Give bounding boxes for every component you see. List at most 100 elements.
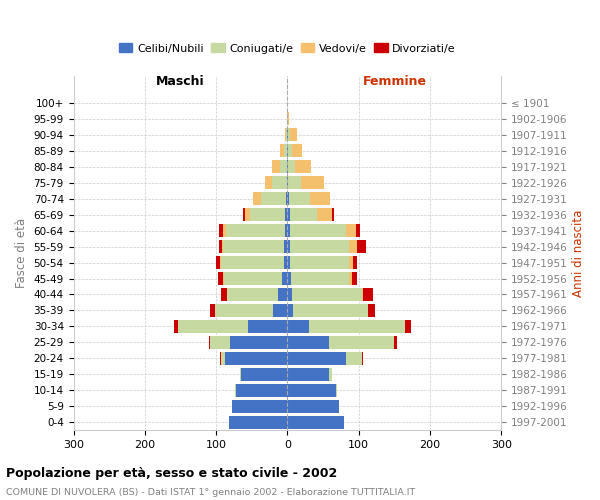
Bar (245, 208, 250, 221)
Bar (310, 192, 330, 205)
Bar (346, 352, 362, 365)
Bar (250, 208, 286, 221)
Bar (284, 240, 287, 253)
Text: Femmine: Femmine (362, 74, 427, 88)
Bar (287, 336, 329, 349)
Bar (287, 368, 329, 381)
Bar (272, 176, 287, 189)
Bar (290, 256, 349, 269)
Bar (288, 160, 295, 173)
Bar (273, 304, 287, 317)
Bar (405, 320, 411, 333)
Bar (287, 384, 336, 397)
Bar (222, 240, 223, 253)
Bar (241, 368, 287, 381)
Bar (288, 144, 292, 158)
Bar (290, 208, 317, 221)
Bar (287, 240, 290, 253)
Bar (248, 320, 287, 333)
Bar (362, 352, 363, 365)
Bar (368, 304, 375, 317)
Bar (284, 128, 286, 141)
Bar (292, 144, 302, 158)
Bar (219, 224, 223, 237)
Text: Maschi: Maschi (156, 74, 205, 88)
Y-axis label: Anni di nascita: Anni di nascita (572, 210, 585, 296)
Bar (287, 112, 289, 126)
Bar (174, 320, 178, 333)
Bar (287, 128, 288, 141)
Bar (363, 288, 373, 301)
Bar (287, 416, 344, 429)
Bar (226, 224, 284, 237)
Bar (317, 208, 332, 221)
Bar (329, 336, 394, 349)
Bar (283, 272, 287, 285)
Bar (293, 304, 368, 317)
Bar (230, 336, 287, 349)
Bar (301, 176, 324, 189)
Bar (352, 272, 356, 285)
Bar (287, 160, 288, 173)
Bar (286, 208, 287, 221)
Bar (211, 304, 215, 317)
Bar (221, 256, 284, 269)
Bar (223, 224, 226, 237)
Bar (220, 352, 221, 365)
Bar (287, 320, 309, 333)
Bar (243, 208, 245, 221)
Bar (353, 256, 358, 269)
Bar (272, 160, 280, 173)
Bar (284, 144, 287, 158)
Bar (216, 256, 220, 269)
Bar (288, 128, 290, 141)
Bar (284, 224, 287, 237)
Bar (220, 256, 221, 269)
Bar (236, 384, 287, 397)
Bar (178, 320, 248, 333)
Bar (286, 192, 287, 205)
Bar (227, 288, 278, 301)
Bar (394, 336, 397, 349)
Bar (349, 272, 352, 285)
Bar (253, 192, 261, 205)
Bar (288, 176, 301, 189)
Bar (232, 400, 287, 413)
Bar (290, 128, 297, 141)
Bar (287, 304, 293, 317)
Bar (215, 304, 273, 317)
Bar (209, 336, 211, 349)
Bar (223, 272, 224, 285)
Bar (292, 288, 362, 301)
Bar (223, 240, 284, 253)
Y-axis label: Fasce di età: Fasce di età (15, 218, 28, 288)
Bar (287, 288, 292, 301)
Bar (287, 272, 291, 285)
Bar (349, 240, 358, 253)
Bar (287, 256, 290, 269)
Bar (287, 224, 290, 237)
Bar (287, 144, 288, 158)
Bar (336, 384, 337, 397)
Bar (346, 224, 356, 237)
Bar (286, 128, 287, 141)
Bar (287, 208, 290, 221)
Bar (362, 288, 363, 301)
Bar (287, 192, 289, 205)
Bar (290, 240, 349, 253)
Bar (358, 240, 366, 253)
Bar (287, 352, 346, 365)
Bar (284, 256, 287, 269)
Bar (280, 144, 284, 158)
Text: COMUNE DI NUVOLERA (BS) - Dati ISTAT 1° gennaio 2002 - Elaborazione TUTTITALIA.I: COMUNE DI NUVOLERA (BS) - Dati ISTAT 1° … (6, 488, 415, 497)
Bar (221, 288, 227, 301)
Bar (224, 352, 287, 365)
Bar (287, 176, 288, 189)
Text: Popolazione per età, sesso e stato civile - 2002: Popolazione per età, sesso e stato civil… (6, 468, 337, 480)
Bar (309, 320, 405, 333)
Bar (219, 240, 222, 253)
Bar (221, 352, 224, 365)
Legend: Celibi/Nubili, Coniugati/e, Vedovi/e, Divorziati/e: Celibi/Nubili, Coniugati/e, Vedovi/e, Di… (115, 38, 460, 58)
Bar (289, 192, 310, 205)
Bar (291, 272, 349, 285)
